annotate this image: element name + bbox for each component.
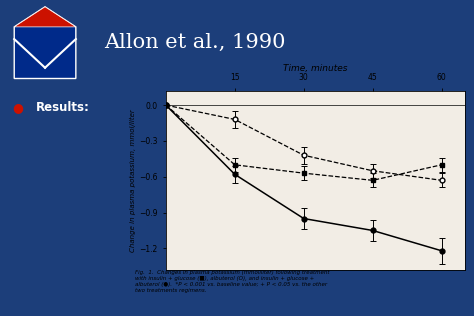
Polygon shape bbox=[14, 7, 76, 78]
Y-axis label: Change in plasma potassium, mmol/liter: Change in plasma potassium, mmol/liter bbox=[130, 109, 137, 252]
X-axis label: Time, minutes: Time, minutes bbox=[283, 64, 347, 73]
Text: Results:: Results: bbox=[36, 101, 90, 114]
Text: Fig.  1.  Changes in plasma potassium (mmoliliter) following treatment
with insu: Fig. 1. Changes in plasma potassium (mmo… bbox=[135, 270, 329, 293]
Polygon shape bbox=[14, 7, 76, 27]
Text: ●: ● bbox=[12, 101, 23, 114]
Text: Allon et al., 1990: Allon et al., 1990 bbox=[104, 33, 286, 52]
